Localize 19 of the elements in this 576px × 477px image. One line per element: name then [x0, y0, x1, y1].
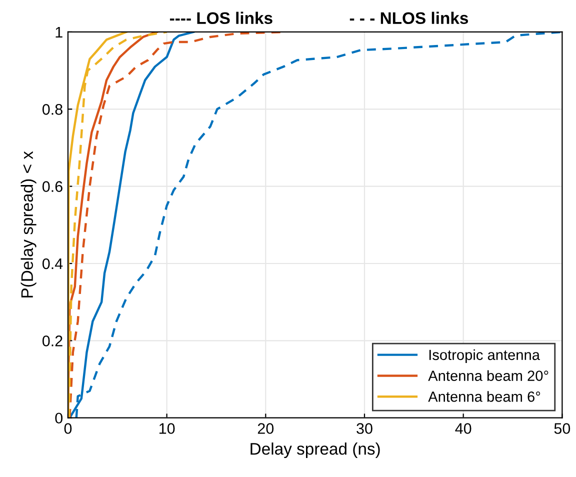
x-tick-label: 30 [356, 423, 372, 434]
y-tick-label: 0.2 [42, 336, 62, 346]
x-tick-label: 0 [64, 423, 72, 434]
y-tick-label: 1 [56, 26, 62, 38]
x-tick-label: 20 [258, 423, 274, 434]
text: ---- LOS links [170, 12, 272, 24]
y-tick-label: 0 [55, 412, 63, 424]
text: - - - NLOS links [350, 12, 468, 24]
y-tick-label: 0.8 [42, 104, 62, 115]
x-tick-label: 10 [159, 423, 175, 434]
legend-label: Antenna beam 6° [428, 391, 540, 402]
y-axis-title: P(Delay spread) < x [20, 151, 36, 298]
x-tick-label: 40 [455, 423, 472, 434]
y-tick-label: 0.4 [42, 258, 63, 270]
x-tick-label: 50 [554, 423, 570, 434]
legend-label: Antenna beam 20° [428, 370, 548, 381]
x-axis-title: Delay spread (ns) [250, 442, 380, 458]
y-tick-label: 0.6 [42, 181, 62, 192]
legend-label: Isotropic antenna [429, 349, 540, 363]
